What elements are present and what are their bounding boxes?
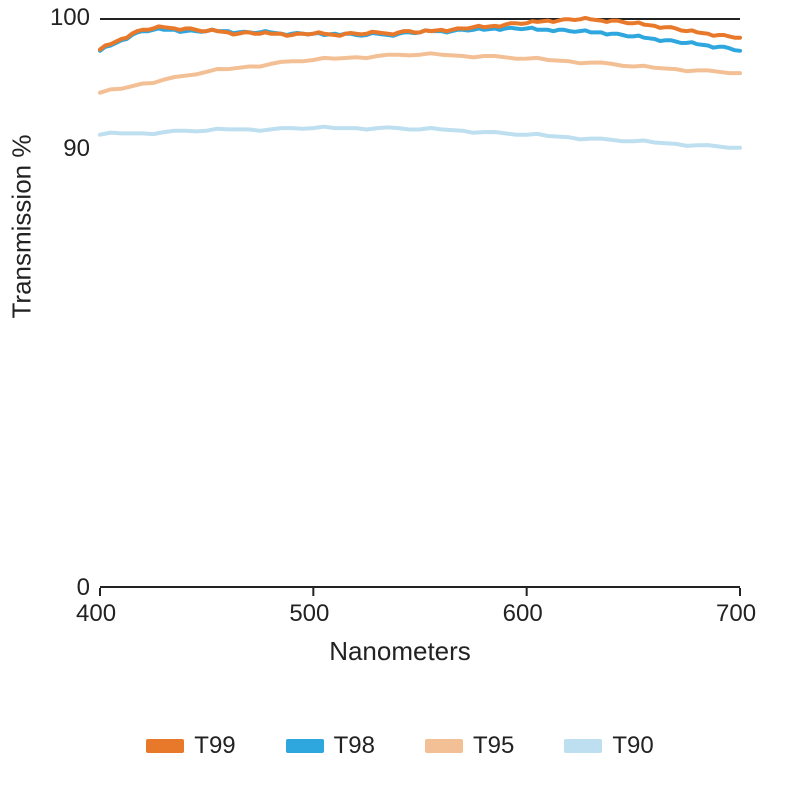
y-tick-label: 90 bbox=[63, 135, 90, 163]
transmission-chart: Transmission % Nanometers 400 500 600 700 0 9… bbox=[0, 0, 800, 800]
y-tick-label: 100 bbox=[50, 4, 90, 32]
legend-item-T98: T98 bbox=[286, 732, 375, 760]
series-T99 bbox=[100, 18, 740, 50]
legend-swatch bbox=[425, 739, 463, 753]
legend-label: T99 bbox=[194, 732, 235, 760]
legend-label: T90 bbox=[612, 732, 653, 760]
series-T95 bbox=[100, 53, 740, 92]
y-tick-label: 0 bbox=[77, 574, 90, 602]
legend-swatch bbox=[286, 739, 324, 753]
x-tick-label: 700 bbox=[716, 600, 756, 628]
legend-swatch bbox=[146, 739, 184, 753]
legend-item-T95: T95 bbox=[425, 732, 514, 760]
legend-item-T90: T90 bbox=[564, 732, 653, 760]
legend-swatch bbox=[564, 739, 602, 753]
legend-label: T98 bbox=[334, 732, 375, 760]
legend-item-T99: T99 bbox=[146, 732, 235, 760]
x-tick-label: 400 bbox=[76, 600, 116, 628]
legend-label: T95 bbox=[473, 732, 514, 760]
x-tick-label: 600 bbox=[503, 600, 543, 628]
plot-svg bbox=[0, 0, 800, 800]
series-T90 bbox=[100, 127, 740, 148]
y-axis-label: Transmission % bbox=[7, 291, 38, 319]
x-tick-label: 500 bbox=[289, 600, 329, 628]
x-axis-label: Nanometers bbox=[0, 636, 800, 667]
legend: T99 T98 T95 T90 bbox=[0, 732, 800, 760]
